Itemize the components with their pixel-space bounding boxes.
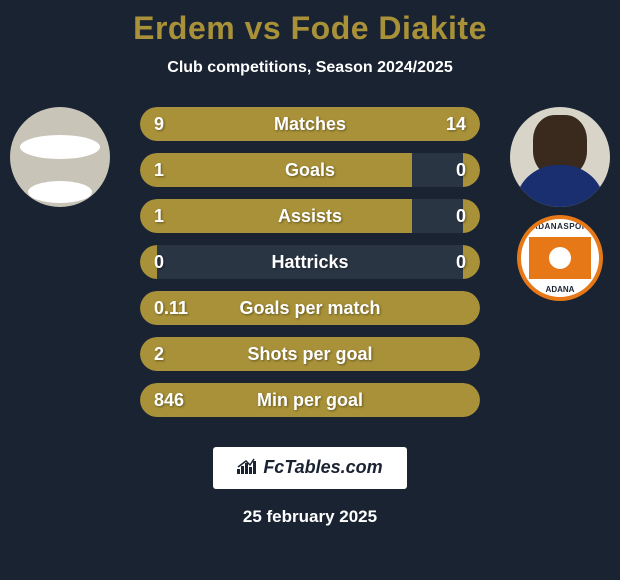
player-right-column: ADANASPOR ADANA <box>510 107 610 301</box>
placeholder-shape <box>20 135 100 159</box>
player-right-avatar <box>510 107 610 207</box>
brand-text: FcTables.com <box>263 457 382 477</box>
stat-label: Matches <box>140 107 480 141</box>
club-logo-text-bottom: ADANA <box>521 285 599 294</box>
player-left-avatar <box>10 107 110 207</box>
stats-area: ADANASPOR ADANA 9Matches14 1Goals0 1Assist… <box>0 107 620 427</box>
stat-label: Hattricks <box>140 245 480 279</box>
page-title: Erdem vs Fode Diakite <box>0 10 620 47</box>
comparison-card: Erdem vs Fode Diakite Club competitions,… <box>0 0 620 527</box>
stat-row: 846Min per goal <box>140 383 480 417</box>
stat-row: 9Matches14 <box>140 107 480 141</box>
brand-badge[interactable]: FcTables.com <box>213 447 406 489</box>
club-logo-ball-icon <box>549 247 571 269</box>
stat-label: Assists <box>140 199 480 233</box>
stat-value-right: 0 <box>456 153 466 187</box>
brand-chart-icon <box>237 458 257 479</box>
stat-label: Goals <box>140 153 480 187</box>
stat-row: 1Goals0 <box>140 153 480 187</box>
stat-label: Goals per match <box>140 291 480 325</box>
footer: FcTables.com 25 february 2025 <box>0 447 620 527</box>
stat-row: 0Hattricks0 <box>140 245 480 279</box>
stat-row: 0.11Goals per match <box>140 291 480 325</box>
stat-value-right: 0 <box>456 245 466 279</box>
club-logo-inner <box>529 237 591 279</box>
avatar-jersey <box>515 165 605 207</box>
player-left-club-logo <box>17 215 103 301</box>
stat-bars: 9Matches141Goals01Assists00Hattricks00.1… <box>140 107 480 429</box>
stat-row: 2Shots per goal <box>140 337 480 371</box>
stat-row: 1Assists0 <box>140 199 480 233</box>
stat-label: Shots per goal <box>140 337 480 371</box>
player-right-club-logo: ADANASPOR ADANA <box>517 215 603 301</box>
subtitle: Club competitions, Season 2024/2025 <box>0 59 620 77</box>
club-logo-text-top: ADANASPOR <box>521 222 599 231</box>
stat-label: Min per goal <box>140 383 480 417</box>
placeholder-shape <box>28 181 92 203</box>
stat-value-right: 0 <box>456 199 466 233</box>
stat-value-right: 14 <box>446 107 466 141</box>
player-left-column <box>10 107 110 301</box>
date-text: 25 february 2025 <box>0 507 620 527</box>
